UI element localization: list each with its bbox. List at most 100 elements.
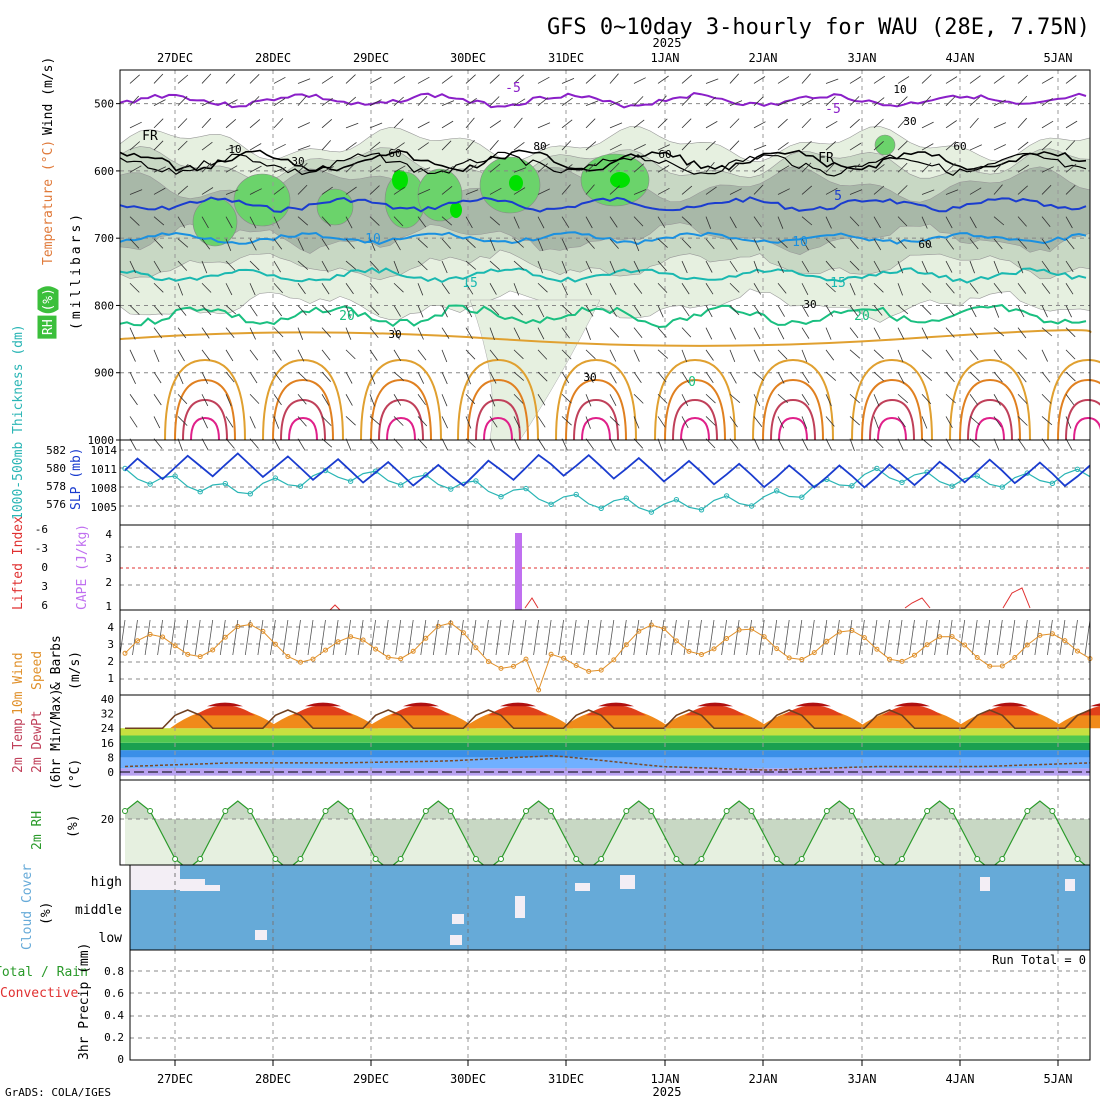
wind-barb	[153, 118, 164, 129]
wind-barb	[753, 216, 762, 228]
daytime-heat-hump	[598, 702, 634, 707]
wind-barb	[1065, 283, 1074, 295]
wind-barb	[993, 438, 1000, 451]
wind-barb	[417, 167, 431, 173]
wind-barb	[633, 216, 644, 227]
wind-barb	[321, 118, 333, 129]
surface-wind-barb	[1059, 619, 1066, 656]
thickness-point	[723, 493, 730, 499]
wind-barb	[1041, 327, 1053, 337]
wind-barb	[393, 260, 400, 274]
surface-wind-barb	[683, 619, 690, 656]
surface-wind-barb	[783, 619, 790, 656]
wind-barb	[777, 76, 790, 84]
wind-barb	[729, 216, 737, 229]
surface-isotherm	[555, 358, 637, 441]
wind-barb	[297, 238, 304, 251]
wind-barb	[441, 100, 455, 107]
wind-barb	[321, 238, 330, 250]
wind-barb	[273, 260, 282, 273]
wind-barb	[585, 216, 593, 229]
precip-tick-label: 0.6	[104, 987, 124, 1000]
thickness-point	[648, 509, 655, 515]
wind-barb	[1041, 216, 1051, 228]
wind-barb	[177, 393, 188, 405]
wind-barb	[297, 216, 309, 226]
wind-speed-point	[962, 642, 968, 648]
wind-barb	[873, 118, 884, 129]
wind-barb	[441, 185, 453, 195]
thickness-point	[598, 505, 604, 511]
pressure-tick-label: 1000	[88, 434, 115, 447]
freezing-level-line-2	[119, 151, 1087, 177]
rh2m-point	[673, 856, 680, 862]
wind-barb	[153, 187, 166, 195]
wind-barb	[801, 283, 809, 295]
wind-barb	[1041, 238, 1051, 250]
wind-speed-point	[335, 639, 341, 645]
wind-barb	[681, 260, 688, 274]
surface-wind-barb	[445, 619, 452, 656]
surface-wind-barb	[332, 619, 339, 656]
rh2m-point	[949, 808, 956, 814]
wind-barb	[801, 238, 809, 251]
wind-barb	[1017, 371, 1027, 383]
wind-barb	[273, 371, 283, 383]
cloud-cover-bar	[980, 877, 990, 891]
wind-barb	[297, 283, 306, 295]
wind-barb	[585, 305, 594, 317]
surface-wind-barb	[971, 619, 978, 656]
wind-barb	[513, 438, 521, 451]
wind-barb	[633, 349, 640, 362]
date-label-top: 29DEC	[353, 51, 389, 65]
wind-barb	[393, 165, 406, 173]
ylabel-temp2m: 2m Temp	[11, 718, 26, 773]
wind-barb	[825, 260, 835, 272]
wind-barb	[1041, 305, 1048, 318]
wind-barb	[441, 438, 449, 451]
wind-barb	[945, 393, 956, 404]
daytime-heat-hump	[366, 708, 476, 729]
ylabel-wind10: 10m Wind	[11, 652, 26, 715]
wind-barb	[225, 118, 237, 129]
surface-wind-barb	[119, 619, 126, 656]
wind-barb	[801, 140, 812, 151]
wind-barb	[633, 144, 646, 151]
rh-saturated-blob	[610, 172, 630, 188]
wind-barb	[345, 327, 352, 340]
surface-wind-barb	[432, 619, 439, 656]
surface-wind-barb	[959, 619, 966, 656]
wind-barb	[465, 238, 476, 248]
wind-barb	[729, 73, 739, 84]
wind-barb	[297, 162, 308, 173]
wind-barb	[945, 282, 955, 294]
date-label-bottom: 28DEC	[255, 1072, 291, 1086]
wind-barb	[873, 216, 881, 229]
wind-barb	[801, 416, 808, 429]
surface-isotherm	[664, 378, 726, 441]
daytime-heat-hump	[660, 708, 770, 729]
surface-wind-barb	[696, 619, 702, 656]
wind-barb	[873, 141, 884, 151]
date-label-top: 4JAN	[946, 51, 975, 65]
date-label-top: 28DEC	[255, 51, 291, 65]
wind-barb	[537, 188, 550, 195]
wind-barb	[633, 163, 645, 173]
wind-barb	[537, 260, 543, 274]
rh2m-point	[247, 808, 254, 814]
temperature-contour-label: -5	[825, 102, 841, 117]
thickness-point	[1024, 470, 1031, 476]
wind-barb	[705, 186, 717, 195]
wind-barb	[777, 416, 784, 429]
surface-wind-barb	[583, 619, 590, 656]
wind-barb	[537, 216, 545, 229]
wind-barb	[369, 99, 382, 107]
wind-barb	[705, 78, 719, 84]
wind-barb	[177, 327, 187, 339]
wind-speed-point	[824, 638, 830, 644]
wind-barb	[369, 305, 380, 316]
cloud-cover-bar	[205, 885, 220, 891]
wind-barb	[1041, 416, 1053, 426]
wind-barb	[1041, 97, 1053, 106]
wind-barb	[657, 238, 668, 248]
